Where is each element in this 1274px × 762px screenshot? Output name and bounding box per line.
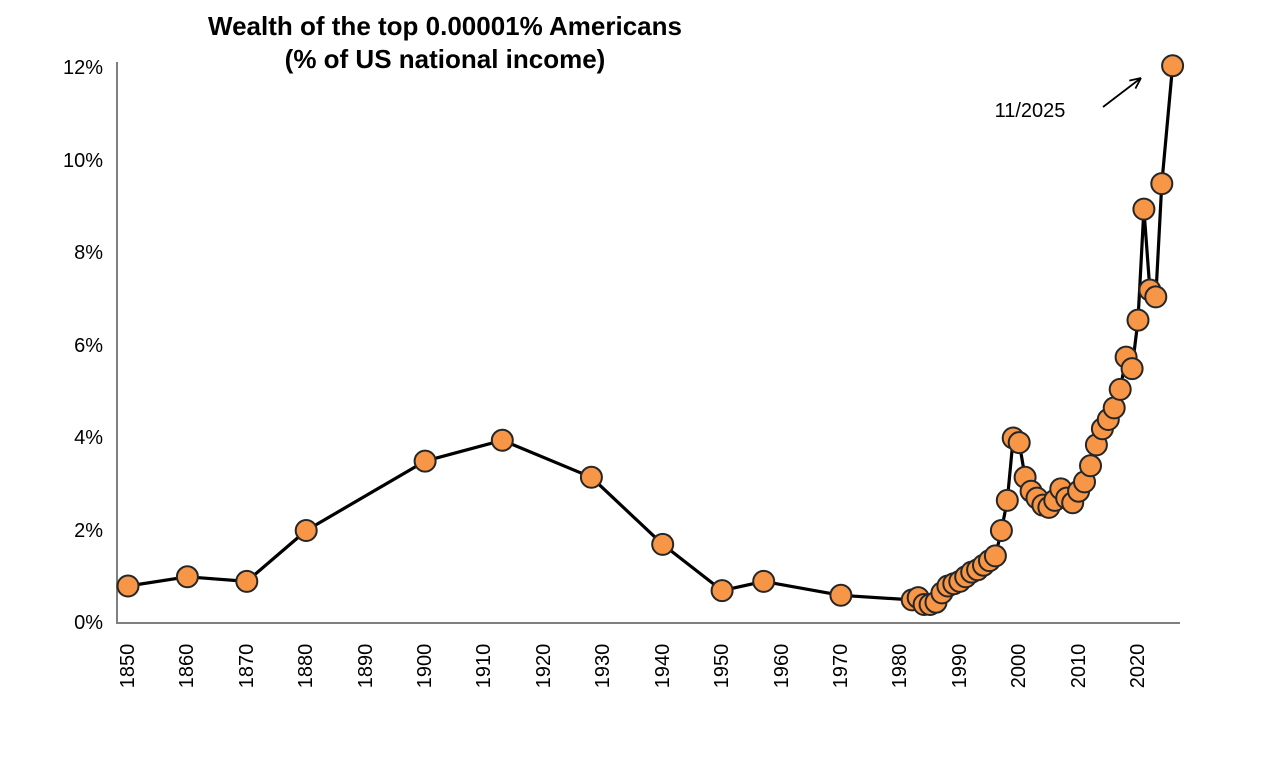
x-tick-label: 1860 bbox=[176, 643, 199, 689]
chart-title-block: Wealth of the top 0.00001% Americans (% … bbox=[115, 10, 775, 76]
y-tick-label: 2% bbox=[74, 519, 103, 542]
data-point bbox=[995, 488, 1019, 512]
annotation-label: 11/2025 bbox=[994, 100, 1066, 122]
y-tick-label: 10% bbox=[62, 149, 103, 172]
x-tick-label: 1850 bbox=[117, 643, 139, 689]
data-series-line bbox=[126, 64, 1175, 607]
data-point bbox=[1120, 357, 1144, 381]
y-tick-label: 4% bbox=[74, 427, 103, 449]
x-tick-label: 1930 bbox=[592, 643, 615, 689]
data-point bbox=[829, 583, 853, 607]
chart-title: Wealth of the top 0.00001% Americans bbox=[208, 11, 682, 41]
data-point bbox=[1126, 308, 1150, 332]
data-point bbox=[651, 532, 675, 556]
x-tick-label: 1880 bbox=[295, 643, 318, 689]
x-tick-label: 1970 bbox=[829, 643, 852, 689]
x-tick-label: 2000 bbox=[1008, 643, 1031, 689]
data-point bbox=[235, 569, 259, 593]
x-tick-label: 1900 bbox=[414, 643, 437, 689]
x-tick-label: 1960 bbox=[770, 643, 793, 689]
x-tick-label: 2010 bbox=[1067, 643, 1090, 689]
data-point bbox=[175, 565, 199, 589]
annotation-arrow-head bbox=[1134, 77, 1142, 90]
x-tick-label: 1940 bbox=[651, 643, 674, 689]
y-tick-label: 0% bbox=[74, 612, 103, 634]
x-tick-label: 1870 bbox=[235, 643, 258, 689]
x-tick-label: 1890 bbox=[354, 643, 377, 689]
y-tick-label: 6% bbox=[74, 334, 103, 357]
x-tick-label: 1920 bbox=[532, 643, 555, 689]
x-tick-label: 2020 bbox=[1127, 643, 1149, 689]
data-point bbox=[752, 569, 776, 593]
data-point bbox=[579, 465, 603, 489]
y-tick-label: 12% bbox=[62, 57, 103, 79]
data-point bbox=[983, 544, 1007, 568]
annotation-arrow-head bbox=[1129, 77, 1142, 82]
data-point bbox=[1144, 285, 1168, 309]
data-point bbox=[1132, 197, 1156, 221]
data-point bbox=[490, 428, 514, 452]
annotation-arrow bbox=[1102, 77, 1142, 108]
x-tick-label: 1990 bbox=[948, 643, 971, 689]
data-point bbox=[1007, 431, 1031, 455]
data-point bbox=[413, 449, 437, 473]
data-point bbox=[1161, 54, 1185, 78]
data-point bbox=[1079, 454, 1102, 478]
x-tick-label: 1910 bbox=[473, 643, 496, 689]
chart-subtitle: (% of US national income) bbox=[284, 44, 606, 74]
data-point bbox=[710, 579, 734, 603]
data-point bbox=[989, 519, 1013, 542]
x-tick-label: 1950 bbox=[711, 643, 734, 689]
data-point bbox=[294, 519, 318, 542]
x-tick-label: 1980 bbox=[889, 643, 912, 689]
data-point bbox=[116, 574, 140, 598]
data-point bbox=[1108, 377, 1132, 401]
y-tick-label: 8% bbox=[74, 242, 103, 264]
data-point bbox=[1150, 172, 1174, 196]
